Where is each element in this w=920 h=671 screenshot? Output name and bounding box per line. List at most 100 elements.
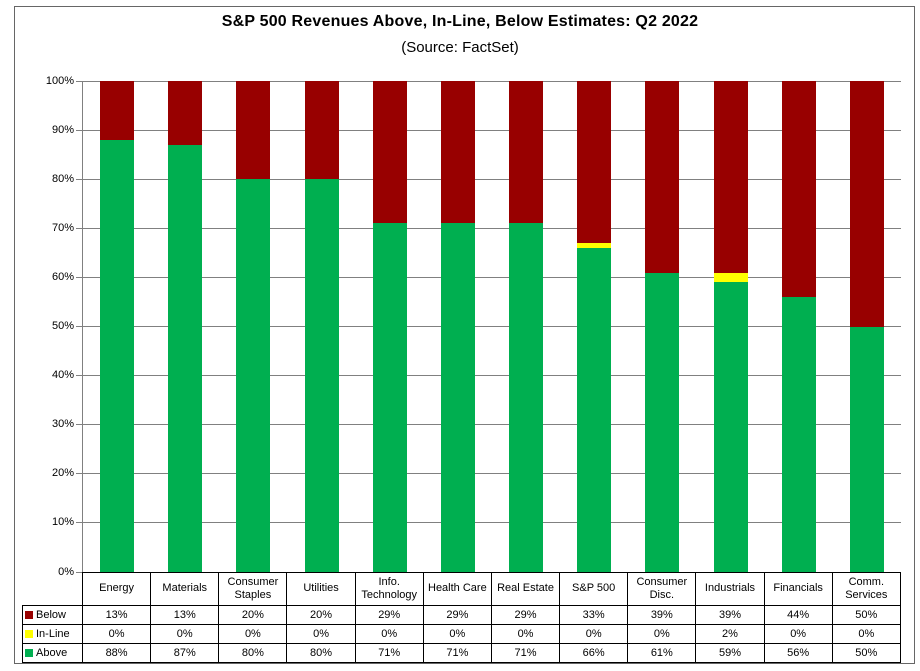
table-cell: 0% [763, 624, 833, 644]
gridline [83, 227, 901, 229]
table-cell: 20% [286, 605, 356, 625]
y-axis-label: 20% [51, 467, 74, 480]
table-cell: 0% [150, 624, 220, 644]
y-axis-tick [76, 375, 82, 377]
table-cell: 66% [559, 643, 629, 663]
y-axis-tick [76, 522, 82, 524]
bar-segment-below [304, 81, 339, 180]
bar-comm-services [849, 81, 884, 572]
bar-segment-below [100, 81, 135, 140]
bar-segment-below [849, 81, 884, 327]
bar-segment-above [509, 223, 544, 572]
bar-energy [100, 81, 135, 572]
y-axis-tick [76, 326, 82, 327]
gridline [83, 80, 901, 82]
table-corner-cell [22, 572, 83, 606]
table-cell: 0% [627, 624, 697, 644]
y-axis-label: 90% [51, 123, 74, 136]
table-cell: 80% [286, 643, 356, 663]
table-cell: 29% [422, 605, 492, 625]
legend-label: Above [36, 647, 68, 659]
bar-segment-above [372, 223, 407, 572]
bar-segment-inline [713, 272, 748, 283]
table-cell: 39% [695, 605, 765, 625]
bar-utilities [304, 81, 339, 572]
table-cell: 0% [559, 624, 629, 644]
gridline [83, 129, 901, 131]
bar-segment-above [781, 297, 816, 572]
legend-label: Below [36, 609, 66, 621]
gridline [83, 326, 901, 327]
bar-segment-above [645, 272, 680, 572]
table-cell: 59% [695, 643, 765, 663]
category-header: Real Estate [490, 572, 561, 606]
bar-segment-below [645, 81, 680, 273]
bar-segment-above [304, 179, 339, 572]
table-cell: 33% [559, 605, 629, 625]
legend-swatch-below-icon [25, 611, 33, 619]
table-cell: 0% [286, 624, 356, 644]
gridline [83, 473, 901, 475]
bar-materials [168, 81, 203, 572]
legend-label: In-Line [36, 628, 70, 640]
y-axis-tick [76, 424, 82, 426]
bar-info-technology [372, 81, 407, 572]
y-axis-label: 40% [51, 369, 74, 382]
category-header: Utilities [286, 572, 356, 606]
bar-segment-above [849, 326, 884, 572]
bar-consumer-disc- [645, 81, 680, 572]
legend-cell-in-line: In-Line [22, 624, 83, 644]
category-header: Energy [81, 572, 152, 606]
table-cell: 50% [831, 605, 901, 625]
table-cell: 0% [831, 624, 901, 644]
table-cell: 71% [490, 643, 561, 663]
legend-cell-above: Above [22, 643, 83, 663]
y-axis-label: 60% [51, 270, 74, 283]
gridline [83, 375, 901, 377]
legend-swatch-in-line-icon [25, 630, 33, 638]
y-axis-label: 0% [58, 565, 74, 578]
table-row-below: Below 13% 13% 20% 20% 29% 29% 29% 33% 39% 39% 44% 50… [22, 605, 901, 625]
table-cell: 87% [150, 643, 220, 663]
chart-title: S&P 500 Revenues Above, In-Line, Below E… [221, 13, 699, 30]
legend-swatch-above-icon [25, 649, 33, 657]
table-cell: 71% [422, 643, 492, 663]
y-axis-tick [76, 571, 82, 573]
table-cell: 61% [627, 643, 697, 663]
y-axis-label: 10% [51, 516, 74, 529]
y-axis-tick [76, 473, 82, 475]
table-cell: 44% [763, 605, 833, 625]
y-axis-tick [76, 178, 82, 180]
table-row-above: Above 88% 87% 80% 80% 71% 71% 71% 66% 61% 59% 56% 50… [22, 643, 901, 663]
table-row-in-line: In-Line 0% 0% 0% 0% 0% 0% 0% 0% 0% 2% 0% 0% [22, 624, 901, 644]
gridline [83, 276, 901, 278]
bar-real-estate [509, 81, 544, 572]
bar-consumer-staples [236, 81, 271, 572]
bar-industrials [713, 81, 748, 572]
table-cell: 13% [150, 605, 220, 625]
bar-segment-inline [577, 243, 612, 248]
bar-segment-below [440, 81, 475, 224]
y-axis-label: 50% [51, 320, 74, 332]
table-cell: 13% [81, 605, 152, 625]
bar-segment-below [372, 81, 407, 224]
table-cell: 29% [354, 605, 424, 625]
y-axis-tick [76, 227, 82, 229]
y-axis-tick [76, 80, 82, 82]
category-header: Financials [763, 572, 833, 606]
category-header: S&P 500 [559, 572, 629, 606]
gridline [83, 424, 901, 426]
table-cell: 39% [627, 605, 697, 625]
plot-area [82, 80, 901, 572]
legend-cell-below: Below [22, 605, 83, 625]
bar-segment-below [713, 81, 748, 273]
table-cell: 2% [695, 624, 765, 644]
y-axis-label: 70% [51, 221, 74, 234]
bar-segment-above [100, 139, 135, 572]
category-header: Comm. Services [831, 572, 901, 606]
gridline [83, 522, 901, 524]
bar-health-care [440, 81, 475, 572]
table-cell: 88% [81, 643, 152, 663]
gridline [83, 178, 901, 180]
